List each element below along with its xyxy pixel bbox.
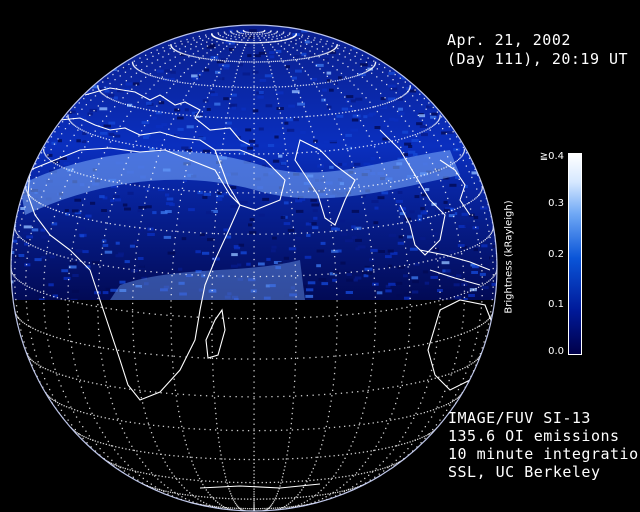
date-line-1: Apr. 21, 2002 bbox=[447, 31, 571, 49]
credits-line-2: 135.6 OI emissions bbox=[448, 427, 620, 445]
brightness-colorbar bbox=[568, 153, 582, 355]
coastlines bbox=[27, 87, 496, 489]
colorbar-tick-0.3: 0.3 bbox=[548, 198, 564, 209]
lat-lon-grid bbox=[11, 29, 497, 511]
colorbar-tick-0.1: 0.1 bbox=[548, 299, 564, 310]
date-time-label: Apr. 21, 2002 (Day 111), 20:19 UT bbox=[447, 31, 628, 69]
colorbar-tick-max: ≧0.4 bbox=[539, 151, 564, 162]
credits-line-3: 10 minute integration bbox=[448, 445, 640, 463]
northern-arc bbox=[20, 150, 460, 215]
colorbar-axis-label: Brightness (kRayleigh) bbox=[503, 200, 515, 314]
colorbar-tick-0.0: 0.0 bbox=[548, 346, 564, 357]
instrument-credits: IMAGE/FUV SI-13 135.6 OI emissions 10 mi… bbox=[448, 409, 640, 481]
credits-line-1: IMAGE/FUV SI-13 bbox=[448, 409, 591, 427]
credits-line-4: SSL, UC Berkeley bbox=[448, 463, 601, 481]
date-line-2: (Day 111), 20:19 UT bbox=[447, 50, 629, 68]
colorbar-tick-0.2: 0.2 bbox=[548, 249, 564, 260]
globe-limb bbox=[10, 24, 498, 512]
